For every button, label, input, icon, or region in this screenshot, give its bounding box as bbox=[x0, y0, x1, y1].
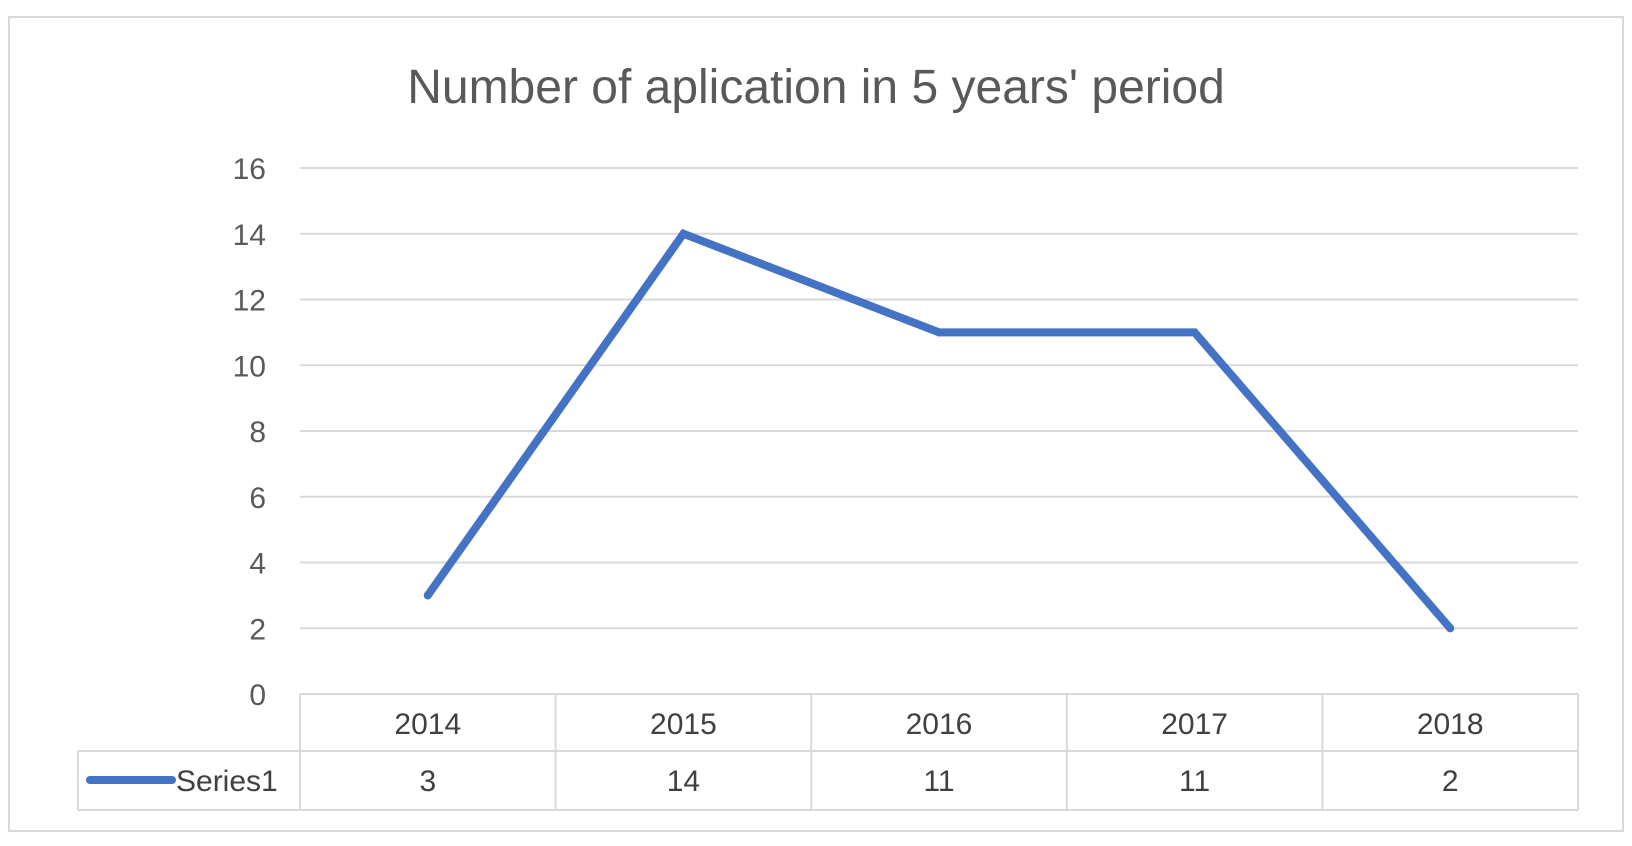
x-category-label: 2016 bbox=[906, 708, 973, 741]
y-tick-label: 8 bbox=[249, 416, 266, 449]
data-table-value: 11 bbox=[1179, 765, 1210, 798]
data-point bbox=[679, 229, 688, 238]
y-tick-label: 12 bbox=[233, 285, 266, 318]
y-tick-label: 4 bbox=[249, 548, 266, 581]
data-table: 2014 2015 2016 2017 2018 Series1 3 14 11 11 2 bbox=[77, 693, 1579, 811]
x-category-label: 2017 bbox=[1161, 708, 1228, 741]
data-point bbox=[423, 591, 432, 600]
y-tick-label: 0 bbox=[249, 679, 266, 712]
chart-frame bbox=[8, 16, 1624, 832]
y-tick-label: 10 bbox=[233, 350, 266, 383]
data-table-value: 3 bbox=[419, 765, 436, 798]
y-tick-label: 14 bbox=[233, 219, 266, 252]
gridlines bbox=[300, 167, 1578, 630]
y-tick-label: 6 bbox=[249, 482, 266, 515]
data-point bbox=[1190, 328, 1199, 337]
data-table-value: 11 bbox=[923, 765, 954, 798]
data-table-value: 14 bbox=[667, 765, 700, 798]
x-category-label: 2018 bbox=[1417, 708, 1484, 741]
x-category-label: 2015 bbox=[650, 708, 717, 741]
y-axis: 0 2 4 6 8 10 12 14 16 bbox=[233, 153, 266, 712]
y-tick-label: 2 bbox=[249, 613, 266, 646]
y-tick-label: 16 bbox=[233, 153, 266, 186]
x-category-label: 2014 bbox=[394, 708, 461, 741]
data-point bbox=[1446, 624, 1455, 633]
legend-series-name: Series1 bbox=[176, 765, 278, 798]
data-point bbox=[935, 328, 943, 337]
chart-title: Number of aplication in 5 years' period bbox=[407, 61, 1225, 114]
series-layer bbox=[423, 228, 1455, 633]
data-table-value: 2 bbox=[1442, 765, 1459, 798]
